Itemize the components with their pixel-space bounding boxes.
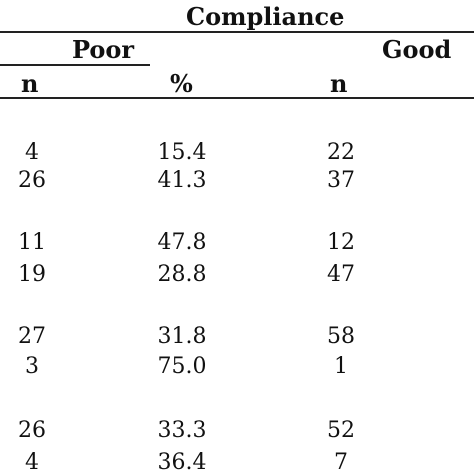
group-header-compliance: Compliance	[186, 2, 345, 31]
column-header-n-poor: n	[21, 69, 39, 98]
cell-n-poor: 3	[25, 354, 39, 379]
cell-n-poor: 27	[18, 324, 46, 349]
column-header-percent-poor: %	[170, 69, 193, 98]
cell-n-poor: 19	[18, 262, 46, 287]
cell-n-poor: 4	[25, 450, 39, 475]
cell-percent-poor: 75.0	[157, 354, 207, 379]
cell-n-good: 47	[327, 262, 355, 287]
cell-n-good: 1	[334, 354, 348, 379]
cell-n-poor: 26	[18, 418, 46, 443]
cell-percent-poor: 31.8	[157, 324, 207, 349]
cell-percent-poor: 36.4	[157, 450, 207, 475]
cell-percent-poor: 41.3	[157, 168, 207, 193]
cell-percent-poor: 33.3	[157, 418, 207, 443]
subheader-good: Good	[382, 35, 452, 64]
cell-n-good: 7	[334, 450, 348, 475]
cell-n-good: 52	[327, 418, 355, 443]
top-rule	[0, 31, 474, 33]
cell-n-good: 58	[327, 324, 355, 349]
cell-n-poor: 11	[18, 230, 46, 255]
cell-percent-poor: 15.4	[157, 140, 207, 165]
cell-percent-poor: 28.8	[157, 262, 207, 287]
subheader-rule	[0, 64, 150, 66]
subheader-poor: Poor	[72, 35, 135, 64]
cell-n-good: 12	[327, 230, 355, 255]
cell-percent-poor: 47.8	[157, 230, 207, 255]
column-header-n-good: n	[330, 69, 348, 98]
cell-n-poor: 4	[25, 140, 39, 165]
header-rule	[0, 97, 474, 99]
cell-n-good: 22	[327, 140, 355, 165]
cell-n-good: 37	[327, 168, 355, 193]
cell-n-poor: 26	[18, 168, 46, 193]
